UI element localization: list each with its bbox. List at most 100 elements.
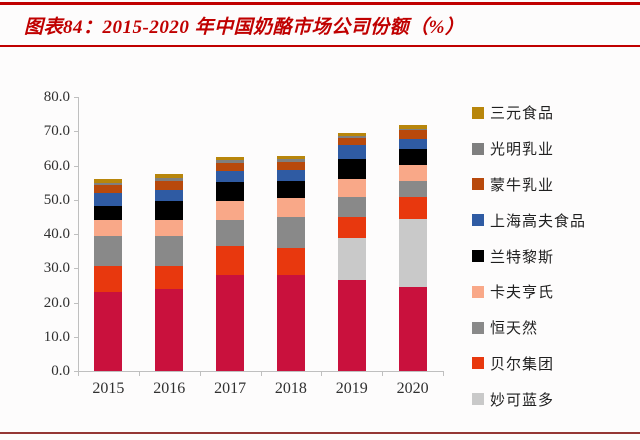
legend: 三元食品光明乳业蒙牛乳业上海高夫食品兰特黎斯卡夫亨氏恒天然贝尔集团 妙可蓝多 <box>472 95 586 417</box>
bar-segment <box>337 238 366 281</box>
legend-swatch <box>472 250 484 263</box>
bar-segment <box>398 125 427 129</box>
bar-segment <box>337 138 366 146</box>
bar-segment <box>276 248 305 276</box>
legend-swatch <box>472 321 484 334</box>
y-axis-tick-label: 50.0 <box>43 191 70 208</box>
x-axis-label: 2015 <box>92 380 125 397</box>
y-axis-tick-label: 80.0 <box>43 89 70 105</box>
legend-label: 上海高夫食品 <box>490 213 587 230</box>
x-axis-tick <box>321 371 323 376</box>
y-axis-tick <box>74 371 78 372</box>
x-axis-label: 2019 <box>335 380 368 397</box>
y-axis-tick <box>74 302 78 304</box>
y-axis-tick-label: 10.0 <box>43 328 70 345</box>
bar-segment <box>337 216 366 239</box>
bar-segment <box>398 128 427 131</box>
y-axis-tick-label: 60.0 <box>43 157 70 174</box>
legend-swatch <box>472 142 484 155</box>
legend-item: 兰特黎斯 <box>472 238 586 274</box>
bar-segment <box>155 189 184 202</box>
bar-segment <box>216 156 245 161</box>
bar-segment <box>276 275 305 371</box>
bar-segment <box>398 130 427 139</box>
bar-segment <box>94 205 123 221</box>
bar-segment <box>155 265 184 289</box>
bar-segment <box>276 159 305 162</box>
bottom-border-line <box>0 432 640 434</box>
bar-segment <box>398 218 427 288</box>
bar-segment <box>398 164 427 181</box>
y-axis-line <box>78 97 79 371</box>
legend-item: 上海高夫食品 <box>472 202 586 238</box>
y-axis-tick <box>74 97 78 98</box>
bar-segment <box>155 219 184 236</box>
x-axis-tick <box>382 371 384 376</box>
bar-segment <box>337 158 366 179</box>
y-axis-tick-label: 40.0 <box>43 226 70 242</box>
y-axis-tick <box>74 268 78 270</box>
bar-segment <box>398 287 427 371</box>
bar-segment <box>337 136 366 139</box>
bar-segment <box>155 178 184 181</box>
legend-swatch <box>472 106 484 119</box>
bar-segment <box>155 235 184 266</box>
legend-swatch <box>472 214 484 227</box>
x-axis-tick <box>260 371 262 376</box>
bar-segment <box>94 236 123 266</box>
legend-item: 光明乳业 <box>472 131 586 167</box>
x-axis-label: 2016 <box>153 380 186 397</box>
legend-item: 贝尔集团 <box>472 346 586 382</box>
x-axis-tick <box>199 371 201 376</box>
legend-item: 卡夫亨氏 <box>472 274 586 310</box>
bar-segment <box>155 201 184 220</box>
bar-segment <box>94 265 123 293</box>
bar-segment <box>276 161 305 170</box>
bar-segment <box>216 219 245 247</box>
y-axis-tick <box>74 199 78 201</box>
x-axis-label: 2020 <box>396 380 429 397</box>
bar-segment <box>337 145 366 159</box>
x-axis-tick <box>138 371 140 376</box>
figure-title: 图表84：2015-2020 年中国奶酪市场公司份额（%） <box>24 17 465 38</box>
legend-swatch <box>472 393 484 406</box>
bar-segment <box>94 179 123 183</box>
bar-segment <box>216 160 245 163</box>
y-axis-tick <box>74 336 78 338</box>
legend-label: 恒天然 <box>490 321 539 338</box>
y-axis-tick-label: 0.0 <box>51 363 70 379</box>
bar-segment <box>276 169 305 181</box>
bar-segment <box>337 178 366 197</box>
bar-segment <box>94 193 123 206</box>
bar-segment <box>337 132 366 137</box>
y-axis-tick <box>74 131 78 133</box>
bar-segment <box>94 292 123 371</box>
bar-segment <box>216 182 245 202</box>
legend-label: 蒙牛乳业 <box>490 177 555 194</box>
figure-header: 图表84：2015-2020 年中国奶酪市场公司份额（%） <box>24 12 630 39</box>
bar-segment <box>276 216 305 249</box>
bar-segment <box>276 180 305 199</box>
bar-segment <box>216 246 245 276</box>
bar-segment <box>276 198 305 217</box>
bar-segment <box>398 180 427 197</box>
bar-segment <box>155 174 184 179</box>
y-axis-tick-label: 30.0 <box>43 260 70 277</box>
x-axis-tick <box>443 371 444 376</box>
x-axis-label: 2017 <box>214 380 247 397</box>
legend-item: 妙可蓝多 <box>472 381 586 417</box>
x-axis-tick <box>78 371 79 376</box>
legend-swatch <box>472 357 484 370</box>
x-axis-label: 2018 <box>274 380 307 397</box>
bar-segment <box>216 162 245 171</box>
bar-segment <box>216 275 245 371</box>
bar-segment <box>94 185 123 194</box>
legend-item: 恒天然 <box>472 310 586 346</box>
top-border-line <box>0 2 640 5</box>
legend-swatch <box>472 178 484 191</box>
title-underline <box>0 45 640 47</box>
legend-label: 三元食品 <box>490 106 555 123</box>
legend-label: 卡夫亨氏 <box>490 285 555 302</box>
legend-item: 三元食品 <box>472 95 586 131</box>
